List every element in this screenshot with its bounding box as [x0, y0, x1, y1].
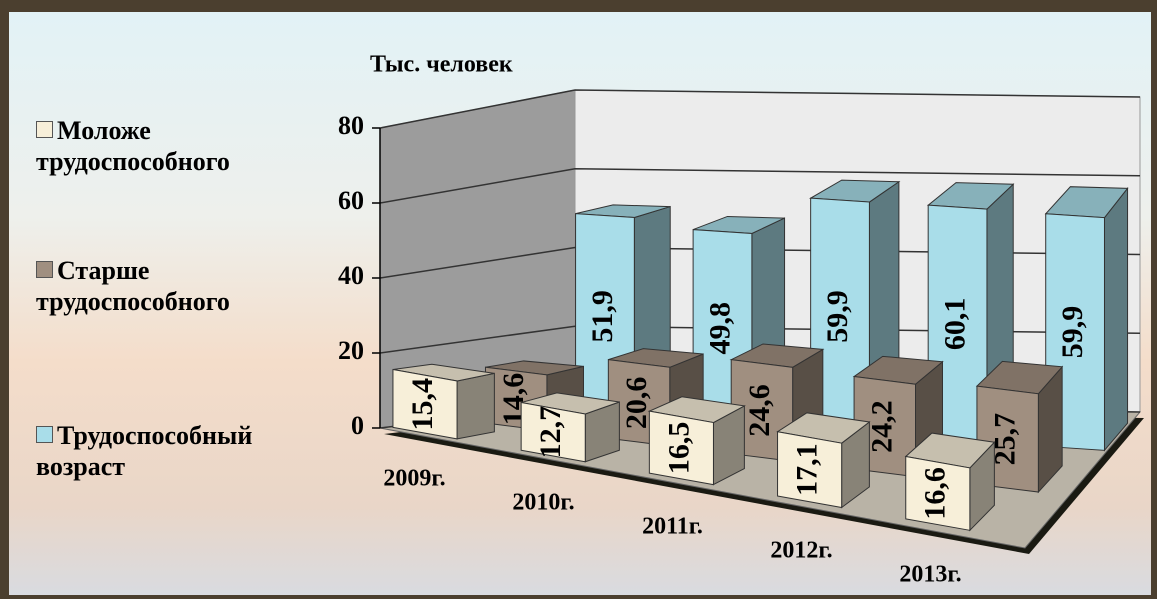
- legend-label: Трудоспособный возраст: [36, 421, 253, 481]
- legend-swatch: [36, 261, 53, 278]
- legend-label: Моложе трудоспособного: [36, 116, 230, 176]
- bar-front: [777, 431, 843, 509]
- bar: [776, 412, 871, 509]
- bar-front: [392, 368, 458, 440]
- bar: [520, 392, 620, 463]
- value-label: 51,9: [586, 290, 619, 343]
- value-label: 59,9: [1056, 306, 1089, 359]
- y-tick-label: 0: [351, 411, 364, 440]
- value-label: 16,5: [662, 422, 695, 475]
- value-label: 17,1: [790, 443, 823, 496]
- legend-item: Старше трудоспособного: [36, 255, 296, 317]
- legend-swatch: [36, 121, 53, 138]
- x-tick-label: 2013г.: [899, 562, 961, 588]
- value-label: 59,9: [821, 290, 854, 343]
- x-tick-label: 2009г.: [383, 466, 445, 492]
- grid-line: [379, 167, 1141, 204]
- y-tick-label: 40: [338, 261, 364, 290]
- y-tick-label: 20: [338, 336, 364, 365]
- value-label: 24,2: [866, 400, 899, 453]
- y-tick-label: 60: [338, 186, 364, 215]
- bar-side: [456, 372, 495, 440]
- value-label: 24,6: [743, 384, 776, 437]
- bar-front: [520, 401, 586, 463]
- bar: [392, 363, 495, 440]
- value-label: 49,8: [703, 302, 736, 355]
- x-tick-label: 2012г.: [770, 538, 832, 564]
- value-label: 20,6: [620, 377, 653, 430]
- x-tick-label: 2011г.: [642, 514, 703, 540]
- x-tick-label: 2010г.: [512, 490, 574, 516]
- bar-side: [1103, 186, 1129, 452]
- value-label: 60,1: [938, 298, 971, 351]
- bar-front: [905, 455, 971, 531]
- value-label: 12,7: [534, 406, 567, 459]
- value-label: 16,6: [919, 467, 952, 520]
- bar-front: [648, 410, 714, 486]
- bar: [647, 396, 746, 486]
- legend-item: Трудоспособный возраст: [36, 420, 296, 482]
- value-label: 15,4: [406, 378, 439, 431]
- bar: [904, 432, 996, 532]
- legend-item: Моложе трудоспособного: [36, 115, 296, 177]
- y-tick-label: 80: [338, 111, 364, 140]
- grid-line: [379, 89, 1141, 129]
- legend-label: Старше трудоспособного: [36, 256, 230, 316]
- y-axis-title: Тыс. человек: [370, 52, 513, 78]
- legend-swatch: [36, 426, 53, 443]
